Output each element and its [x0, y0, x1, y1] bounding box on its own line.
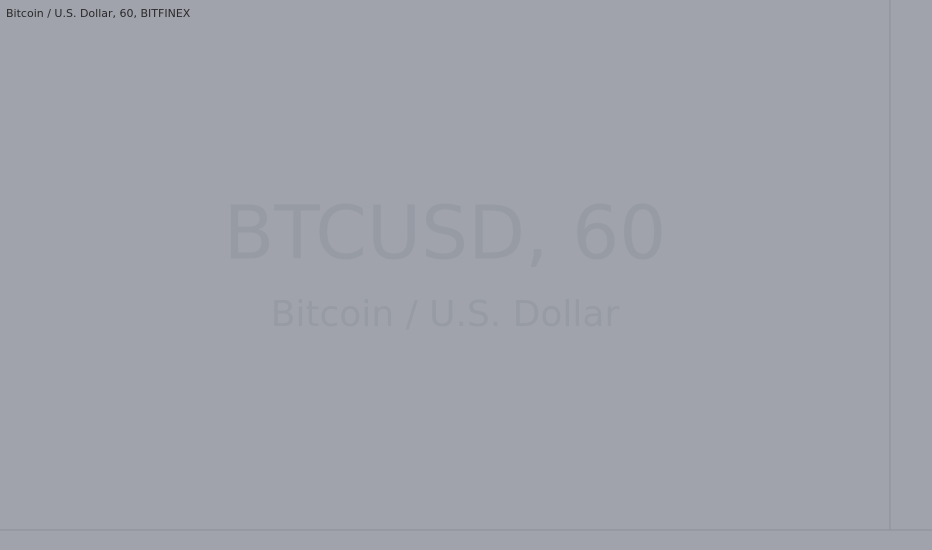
watermark-name: Bitcoin / U.S. Dollar — [271, 294, 620, 335]
watermark-symbol: BTCUSD, 60 — [224, 191, 667, 277]
chart-title: Bitcoin / U.S. Dollar, 60, BITFINEX — [6, 7, 191, 20]
